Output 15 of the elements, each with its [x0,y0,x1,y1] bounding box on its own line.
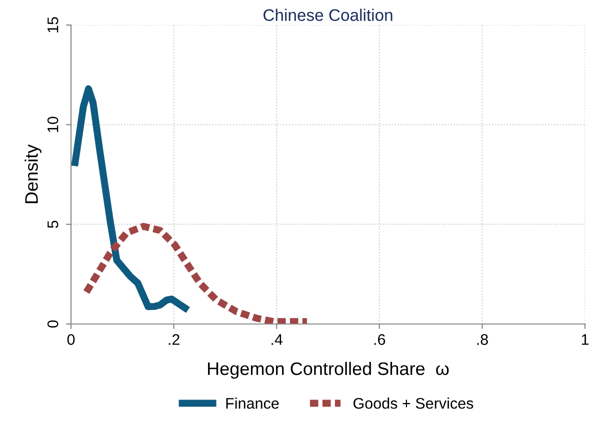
x-tick-label: 1 [582,334,589,345]
x-tick-label: 0 [67,334,75,345]
x-tick-label: .6 [374,334,386,345]
y-tick-label: 15 [48,17,58,32]
chart-title: Chinese Coalition [264,8,392,21]
x-tick-label: .2 [168,334,180,345]
y-axis-title: Density [24,144,42,204]
y-tick-label: 10 [47,116,58,132]
x-axis-title: Hegemon Controlled Share ω [208,362,449,379]
y-tick-label: 5 [48,220,58,228]
legend-label: Finance [226,398,279,409]
x-tick-label: .4 [272,334,283,345]
y-tick-label: 0 [47,320,58,328]
legend-label: Goods + Services [353,398,474,409]
x-tick-label: .8 [477,334,488,345]
